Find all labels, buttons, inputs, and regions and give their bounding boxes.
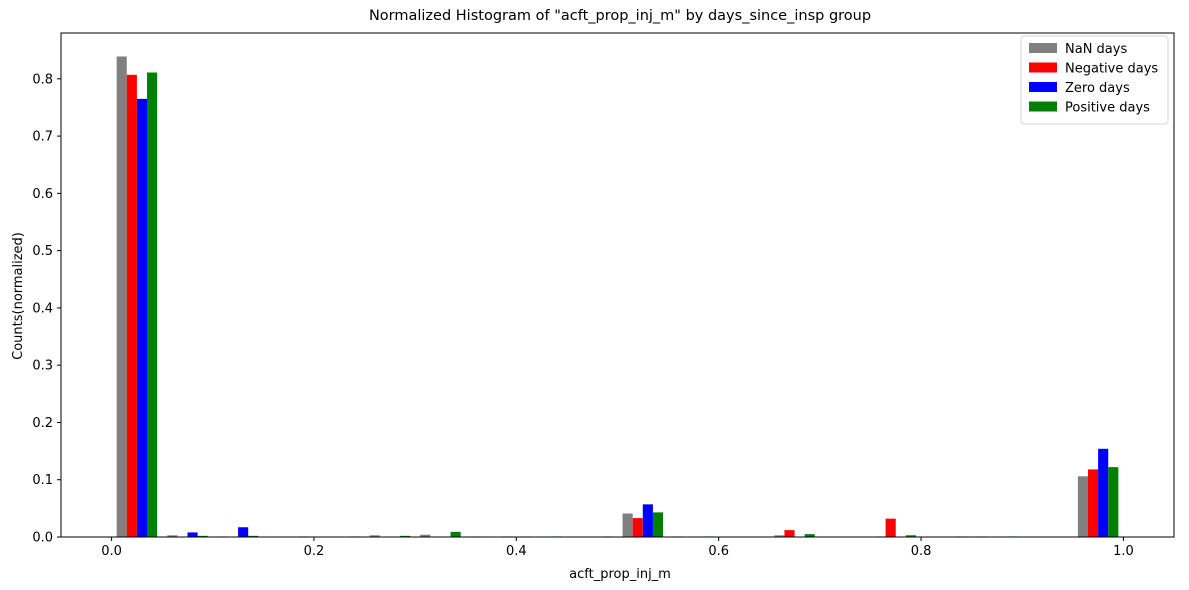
legend-entry-label: Negative days bbox=[1065, 62, 1158, 77]
histogram-bar bbox=[1087, 469, 1099, 537]
legend-entry-label: Positive days bbox=[1065, 101, 1150, 116]
legend-swatch bbox=[1029, 82, 1057, 92]
plot-frame bbox=[60, 32, 1175, 538]
y-tick-label: 0.8 bbox=[32, 72, 53, 87]
y-tick-label: 0.1 bbox=[32, 473, 53, 488]
histogram-bar bbox=[774, 535, 785, 537]
histogram-bar bbox=[238, 527, 249, 537]
legend-box bbox=[1020, 35, 1169, 125]
y-axis-label: Counts(normalized) bbox=[11, 232, 26, 360]
legend-entry-label: NaN days bbox=[1065, 42, 1127, 57]
x-tick-label: 0.8 bbox=[911, 544, 932, 559]
legend-swatch bbox=[1029, 101, 1057, 112]
y-tick-label: 0.2 bbox=[32, 416, 53, 431]
y-tick-label: 0.0 bbox=[32, 531, 53, 546]
y-tick-label: 0.6 bbox=[32, 187, 53, 202]
chart-title: Normalized Histogram of "acft_prop_inj_m… bbox=[369, 8, 871, 24]
histogram-bar bbox=[187, 532, 198, 537]
histogram-bar bbox=[369, 535, 380, 537]
histogram-bar bbox=[622, 513, 633, 537]
histogram-bar bbox=[197, 535, 208, 537]
histogram-bar bbox=[450, 531, 461, 537]
histogram-bar bbox=[1108, 467, 1119, 537]
histogram-bar bbox=[784, 530, 795, 537]
histogram-bar bbox=[804, 534, 815, 537]
y-tick-label: 0.7 bbox=[32, 130, 53, 145]
histogram-bar bbox=[905, 535, 916, 537]
y-axis-ticks: 0.0 0.1 0.2 0.3 0.4 0.5 0.6 0.7 0.8 bbox=[32, 72, 61, 546]
histogram-bar bbox=[1098, 448, 1109, 537]
histogram-bar bbox=[136, 98, 148, 537]
x-axis-label: acft_prop_inj_m bbox=[569, 567, 671, 582]
x-tick-label: 0.0 bbox=[101, 544, 122, 559]
histogram-bar bbox=[147, 72, 158, 537]
y-tick-label: 0.5 bbox=[32, 244, 53, 259]
histogram-bar bbox=[642, 504, 653, 537]
x-tick-label: 0.4 bbox=[506, 544, 527, 559]
x-axis-ticks: 0.0 0.2 0.4 0.6 0.8 1.0 bbox=[101, 537, 1134, 559]
bars-group bbox=[116, 56, 1119, 538]
legend: NaN days Negative days Zero days Positive d… bbox=[1020, 35, 1169, 125]
histogram-bar bbox=[399, 535, 411, 537]
histogram-bar bbox=[652, 512, 664, 537]
y-tick-label: 0.3 bbox=[32, 359, 53, 374]
histogram-bar bbox=[167, 535, 178, 537]
x-tick-label: 0.2 bbox=[304, 544, 325, 559]
legend-swatch bbox=[1029, 62, 1057, 73]
histogram-bar bbox=[420, 534, 431, 537]
legend-entry-label: Zero days bbox=[1065, 81, 1130, 96]
histogram-bar bbox=[885, 518, 896, 537]
x-tick-label: 0.6 bbox=[708, 544, 729, 559]
x-tick-label: 1.0 bbox=[1113, 544, 1134, 559]
histogram-bar bbox=[116, 56, 127, 538]
histogram-bar bbox=[126, 74, 137, 538]
y-tick-label: 0.4 bbox=[32, 301, 53, 316]
histogram-bar bbox=[632, 518, 643, 537]
legend-swatch bbox=[1029, 43, 1057, 53]
histogram-bar bbox=[248, 535, 259, 537]
histogram-bar bbox=[1077, 476, 1088, 537]
